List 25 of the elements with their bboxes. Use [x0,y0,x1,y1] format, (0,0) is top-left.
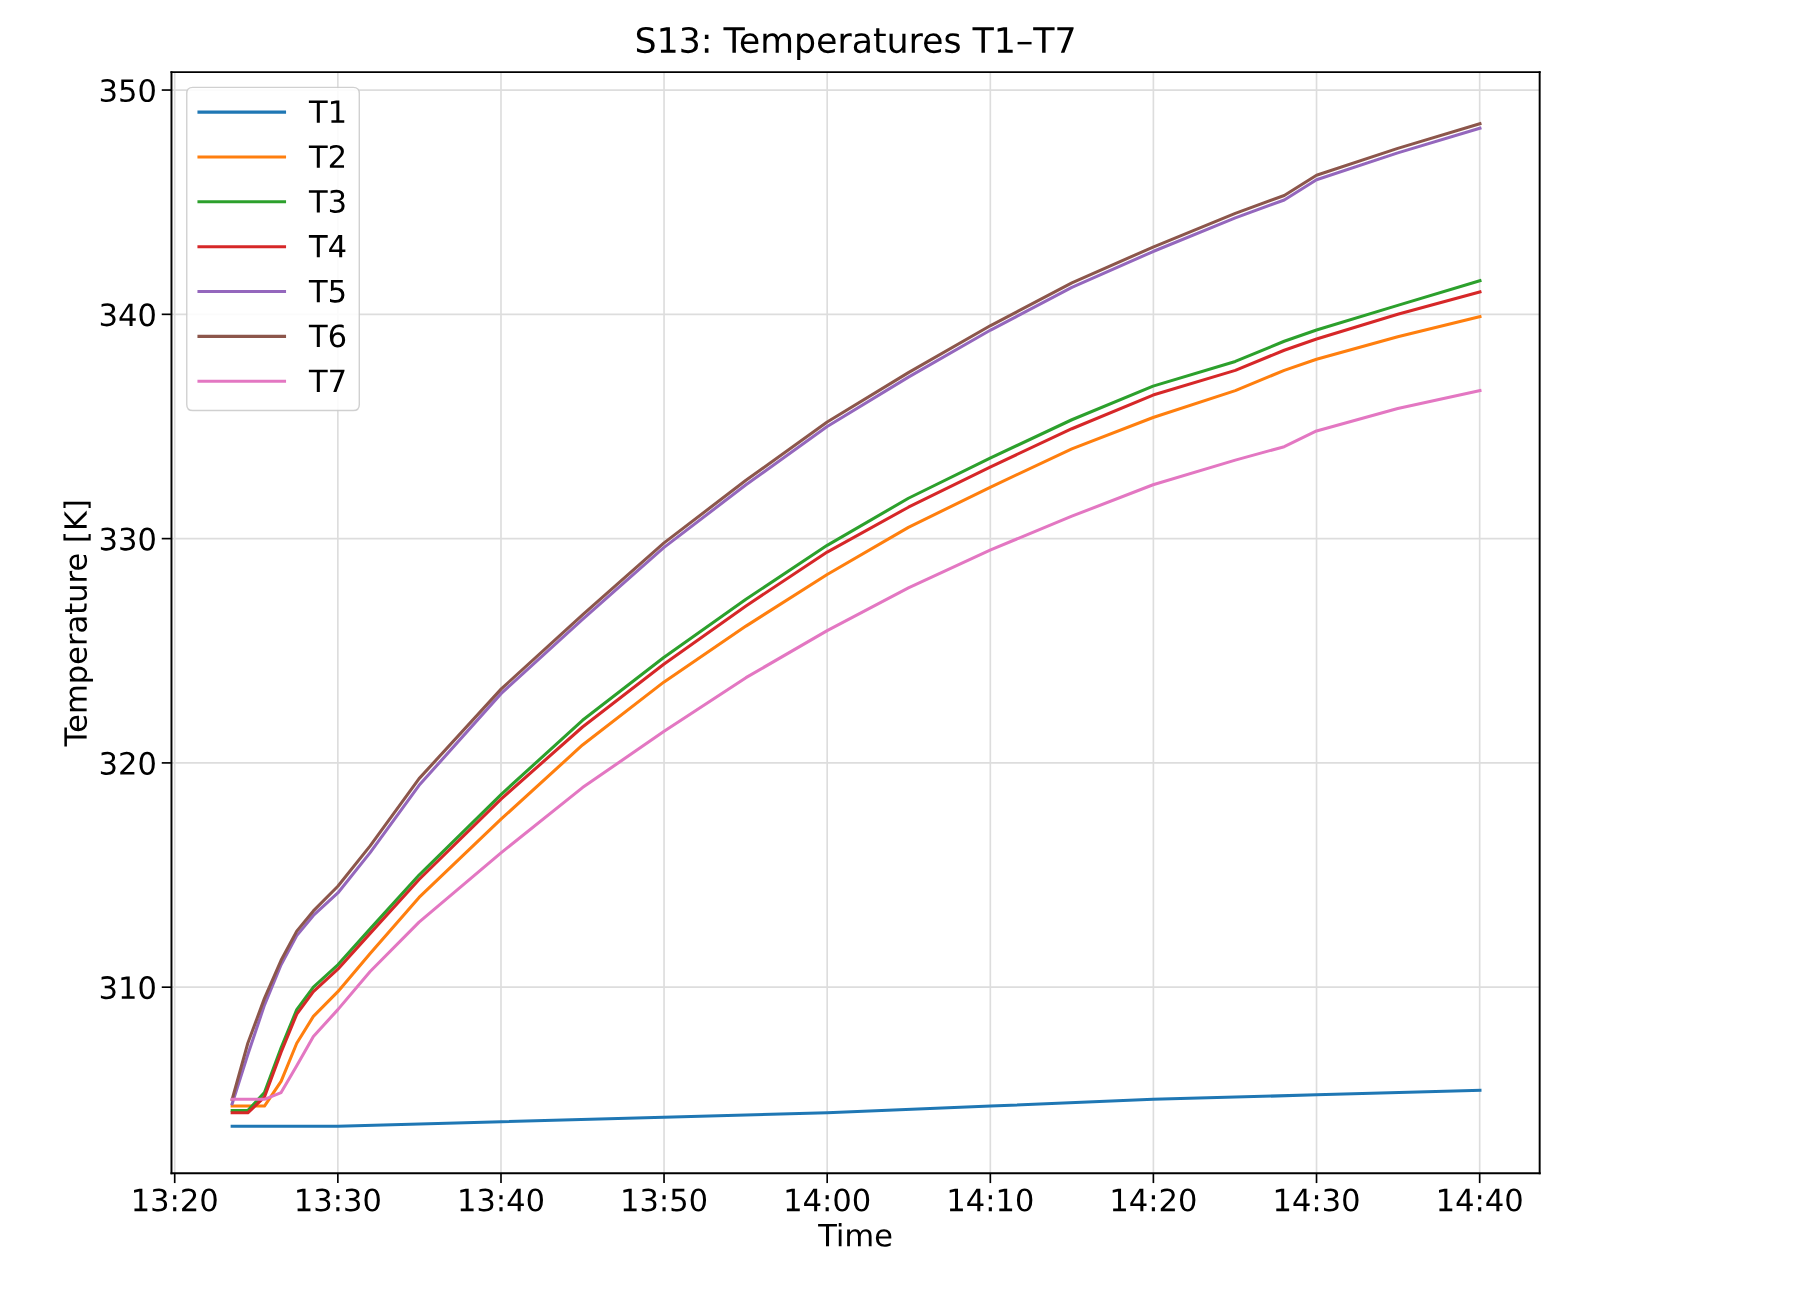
x-tick-label: 14:40 [1439,1188,1522,1212]
x-tick-label: 13:30 [297,1188,380,1212]
x-tick-label: 14:30 [1275,1188,1359,1212]
x-axis-title: Time [818,1223,892,1247]
y-tick-label: 310 [100,976,155,1000]
y-tick-label: 340 [100,303,155,327]
x-tick-label: 13:20 [134,1188,217,1212]
y-tick-label: 350 [100,78,155,103]
y-tick-label: 330 [100,527,155,551]
legend-label: T6 [308,324,346,348]
y-axis-title: Temperature [K] [63,501,94,747]
legend-label: T4 [308,235,346,258]
legend-label: T7 [308,369,345,392]
x-tick-label: 14:20 [1112,1188,1196,1212]
legend-label: T2 [308,144,345,168]
chart-title: S13: Temperatures T1–T7 [636,26,1074,60]
x-tick-label: 13:40 [460,1188,543,1212]
x-tick-label: 14:10 [949,1188,1033,1212]
y-tick-label: 320 [100,751,155,775]
legend-label: T1 [308,100,345,123]
x-tick-label: 14:00 [786,1188,870,1212]
legend-label: T5 [308,279,345,303]
line-series [230,1088,1482,1128]
x-tick-label: 13:50 [623,1188,707,1212]
legend-label: T3 [308,189,345,213]
